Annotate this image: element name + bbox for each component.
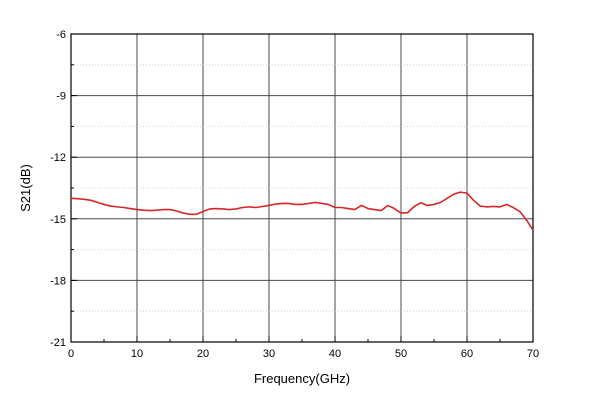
- x-tick-label: 60: [461, 348, 473, 360]
- axis-ticks: [70, 33, 534, 343]
- x-tick-label: 30: [263, 348, 275, 360]
- y-tick-label: -12: [50, 152, 66, 164]
- y-tick-labels: -21 -18 -15 -12 -9 -6: [50, 29, 66, 349]
- x-tick-label: 0: [68, 348, 74, 360]
- y-tick-label: -9: [56, 91, 66, 103]
- x-axis-label: Frequency(GHz): [254, 371, 350, 386]
- y-tick-label: -18: [50, 275, 66, 287]
- grid-lines: [71, 34, 533, 342]
- y-tick-label: -21: [50, 337, 66, 349]
- x-tick-label: 10: [131, 348, 143, 360]
- x-tick-label: 40: [329, 348, 341, 360]
- x-tick-label: 70: [527, 348, 539, 360]
- y-tick-label: -6: [56, 29, 66, 41]
- x-tick-label: 50: [395, 348, 407, 360]
- x-tick-label: 20: [197, 348, 209, 360]
- x-tick-labels: 0 10 20 30 40 50 60 70: [68, 348, 539, 360]
- series-layer: [70, 191, 534, 231]
- y-tick-label: -15: [50, 214, 66, 226]
- y-axis-label: S21(dB): [18, 164, 33, 212]
- s21-series-line: [70, 191, 534, 231]
